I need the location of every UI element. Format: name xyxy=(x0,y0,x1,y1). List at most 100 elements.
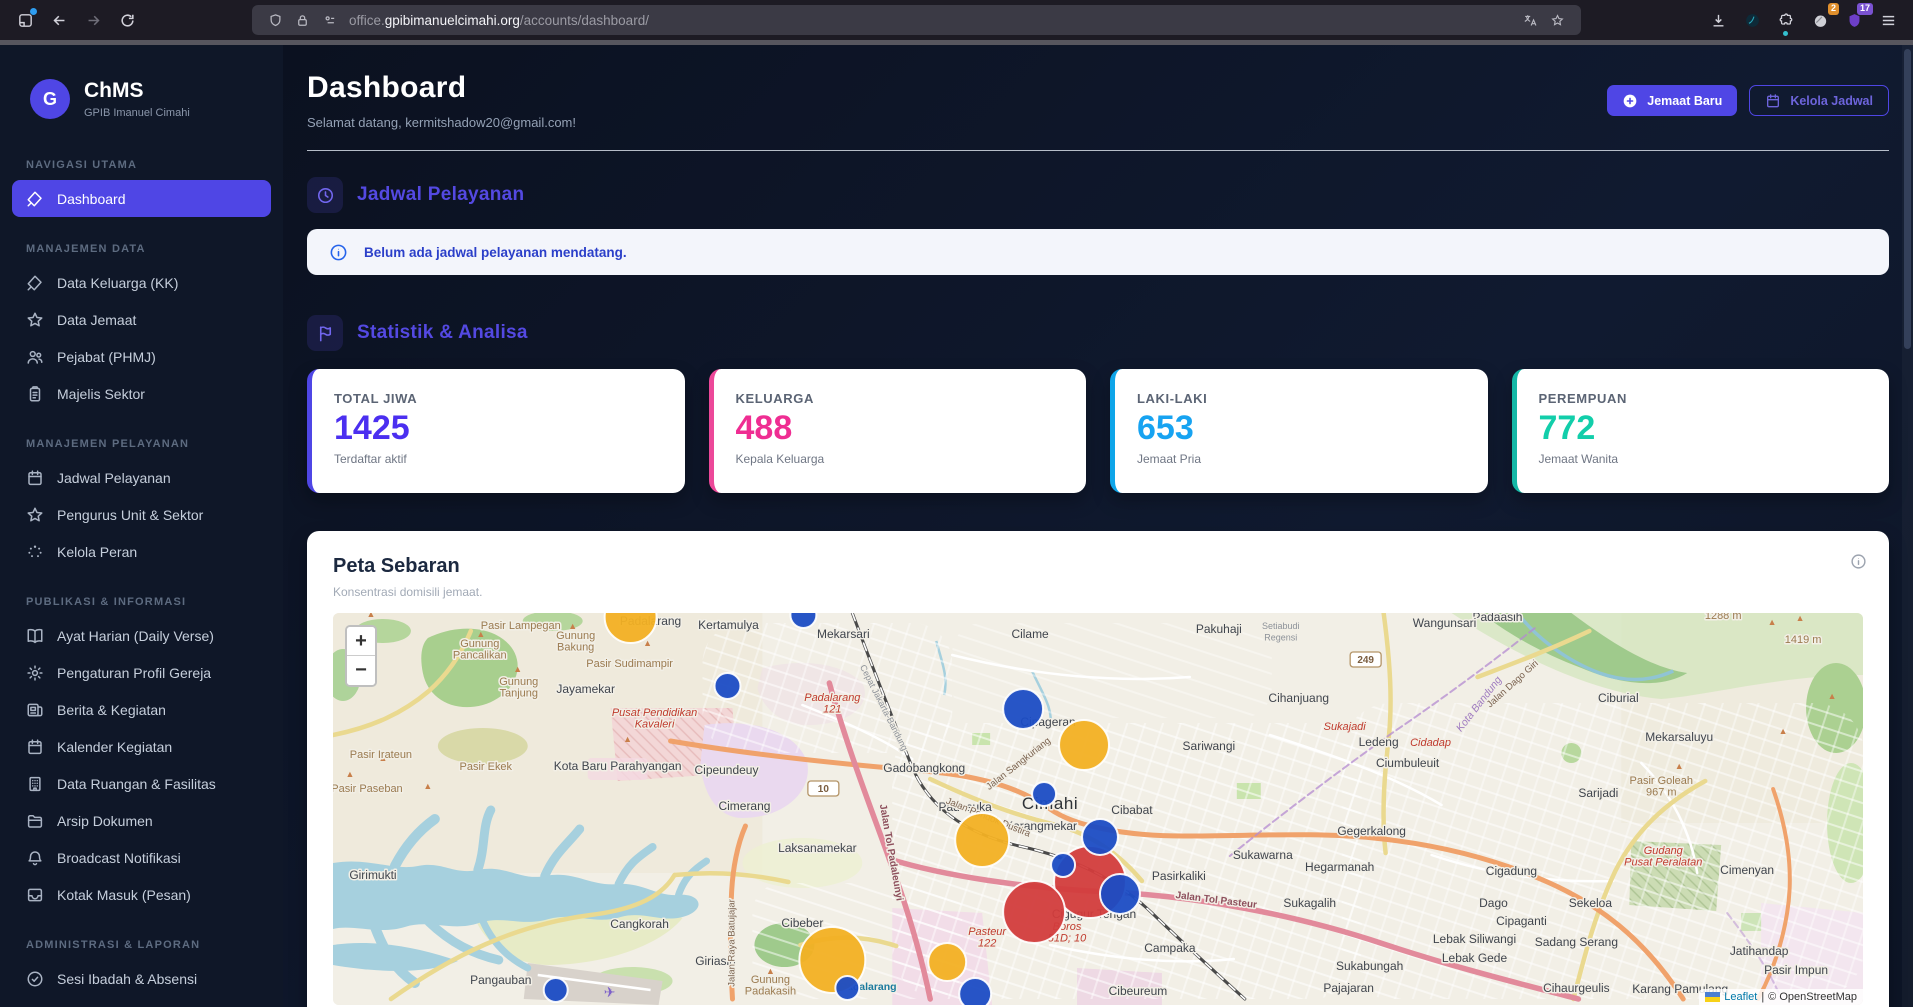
map-label: Cimerang xyxy=(719,799,771,813)
bookmark-star-icon[interactable] xyxy=(1550,13,1565,28)
map-label: GunungBakung xyxy=(556,630,595,654)
map-label: Pasir Ekek xyxy=(460,761,513,773)
cluster-marker-yellow[interactable] xyxy=(928,943,966,981)
sidebar-item-ayat-harian-daily-verse[interactable]: Ayat Harian (Daily Verse) xyxy=(12,617,271,654)
peak-icon: ▲ xyxy=(423,781,432,791)
map-label: Pasir Lampegan xyxy=(481,620,561,632)
map-label: SetiabudiRegensi xyxy=(1262,621,1299,643)
users-icon xyxy=(26,348,44,366)
logo-avatar: G xyxy=(30,79,70,119)
sidebar-logo[interactable]: G ChMS GPIB Imanuel Cimahi xyxy=(0,45,283,119)
window-scrollbar[interactable] xyxy=(1902,45,1913,1007)
sidebar-item-dashboard[interactable]: Dashboard xyxy=(12,180,271,217)
cluster-marker-blue[interactable] xyxy=(959,978,991,1005)
sidebar-item-majelis-sektor[interactable]: Majelis Sektor xyxy=(12,375,271,412)
cluster-marker-red[interactable] xyxy=(1003,881,1065,943)
map-label: Sarijadi xyxy=(1578,786,1618,800)
profile-badge: 17 xyxy=(1857,3,1873,15)
map-label: Pasir Impun xyxy=(1764,963,1828,977)
sidebar-item-pengurus-unit-sektor[interactable]: Pengurus Unit & Sektor xyxy=(12,496,271,533)
sidebar-item-kelola-peran[interactable]: Kelola Peran xyxy=(12,533,271,570)
reload-icon xyxy=(119,12,136,29)
translate-icon[interactable] xyxy=(1523,13,1538,28)
cluster-marker-blue[interactable] xyxy=(715,673,741,699)
cluster-marker-yellow[interactable] xyxy=(955,813,1009,867)
alert-text: Belum ada jadwal pelayanan mendatang. xyxy=(364,245,627,260)
sidebar-item-kotak-masuk-pesan[interactable]: Kotak Masuk (Pesan) xyxy=(12,876,271,913)
map-label: Kertamulya xyxy=(698,618,759,632)
welcome-text: Selamat datang, kermitshadow20@gmail.com… xyxy=(307,115,576,130)
cluster-marker-blue[interactable] xyxy=(544,978,568,1002)
sidebar-item-broadcast-notifikasi[interactable]: Broadcast Notifikasi xyxy=(12,839,271,876)
peak-icon: ▲ xyxy=(1675,761,1684,771)
kite-icon xyxy=(26,190,44,208)
map-zoom-control: + − xyxy=(345,625,377,687)
map-label: Ciburial xyxy=(1598,691,1639,705)
sidebar-item-kalender-kegiatan[interactable]: Kalender Kegiatan xyxy=(12,728,271,765)
sidebar-item-jadwal-pelayanan[interactable]: Jadwal Pelayanan xyxy=(12,459,271,496)
map-canvas[interactable]: 24910 ▲▲▲▲▲▲▲▲▲▲▲▲▲▲▲ PadalarangKertamul… xyxy=(333,613,1863,1005)
kelola-jadwal-button[interactable]: Kelola Jadwal xyxy=(1749,85,1889,116)
sidebar-item-data-jemaat[interactable]: Data Jemaat xyxy=(12,301,271,338)
scrollbar-thumb[interactable] xyxy=(1904,49,1911,349)
map-label: Cigadung xyxy=(1486,864,1537,878)
downloads-button[interactable] xyxy=(1703,5,1733,35)
sidebar-item-data-keluarga-kk[interactable]: Data Keluarga (KK) xyxy=(12,264,271,301)
dots-icon xyxy=(26,543,44,561)
cluster-marker-blue[interactable] xyxy=(1100,874,1140,914)
map-label: Pasirkaliki xyxy=(1152,869,1206,883)
map-label: Gadobangkong xyxy=(883,761,965,775)
cluster-marker-blue[interactable] xyxy=(1032,782,1056,806)
cluster-marker-yellow[interactable] xyxy=(1059,720,1109,770)
header-divider xyxy=(307,150,1889,151)
menu-button[interactable] xyxy=(1873,5,1903,35)
bell-icon xyxy=(26,849,44,867)
sidebar-item-berita-kegiatan[interactable]: Berita & Kegiatan xyxy=(12,691,271,728)
leaflet-map[interactable]: + − Leaflet | © OpenStreetMap xyxy=(333,613,1863,1005)
back-button[interactable] xyxy=(44,5,74,35)
sidebar-item-label: Arsip Dokumen xyxy=(57,813,153,829)
map-label: Kota Baru Parahyangan xyxy=(554,759,682,773)
profile-shield-button[interactable]: 17 xyxy=(1839,5,1869,35)
news-icon xyxy=(26,701,44,719)
map-label: Cilame xyxy=(1011,627,1049,641)
calendar-icon xyxy=(26,738,44,756)
extension-globe-button[interactable] xyxy=(1737,5,1767,35)
map-label: GunungTanjung xyxy=(499,676,538,700)
jemaat-baru-button[interactable]: Jemaat Baru xyxy=(1607,85,1737,116)
map-label: Sariwangi xyxy=(1183,739,1236,753)
browser-toolbar: office.gpibimanuelcimahi.org/accounts/da… xyxy=(0,0,1913,40)
extension-alert-dot xyxy=(1783,31,1788,36)
sidebar-item-sesi-ibadah-absensi[interactable]: Sesi Ibadah & Absensi xyxy=(12,960,271,997)
forward-button[interactable] xyxy=(78,5,108,35)
map-attribution: Leaflet | © OpenStreetMap xyxy=(1699,989,1863,1005)
url-bar[interactable]: office.gpibimanuelcimahi.org/accounts/da… xyxy=(252,5,1581,35)
peak-icon: ▲ xyxy=(1796,613,1805,623)
zoom-out-button[interactable]: − xyxy=(347,656,375,685)
stat-label: PEREMPUAN xyxy=(1539,391,1868,406)
addon-button[interactable]: 2 xyxy=(1805,5,1835,35)
peak-icon: ▲ xyxy=(623,734,632,744)
sidebar-section-label: PUBLIKASI & INFORMASI xyxy=(0,570,283,617)
cluster-marker-blue[interactable] xyxy=(1051,853,1075,877)
sidebar-item-pejabat-phmj[interactable]: Pejabat (PHMJ) xyxy=(12,338,271,375)
browser-app-icon[interactable] xyxy=(10,5,40,35)
cluster-marker-blue[interactable] xyxy=(1003,689,1043,729)
sidebar-item-data-ruangan-fasilitas[interactable]: Data Ruangan & Fasilitas xyxy=(12,765,271,802)
sidebar-item-pengaturan-profil-gereja[interactable]: Pengaturan Profil Gereja xyxy=(12,654,271,691)
map-label: Cipeundeuy xyxy=(695,763,759,777)
leaflet-link[interactable]: Leaflet xyxy=(1724,991,1757,1003)
reload-button[interactable] xyxy=(112,5,142,35)
zoom-in-button[interactable]: + xyxy=(347,627,375,656)
calendar-icon xyxy=(26,469,44,487)
cluster-marker-blue[interactable] xyxy=(1082,819,1118,855)
flag-icon xyxy=(316,324,335,343)
map-label: Cimenyan xyxy=(1720,863,1774,877)
map-label: Cibeber xyxy=(781,916,823,930)
map-info-button[interactable] xyxy=(1850,553,1867,570)
osm-link[interactable]: © OpenStreetMap xyxy=(1768,991,1857,1003)
cluster-marker-blue[interactable] xyxy=(835,976,859,1000)
extensions-button[interactable] xyxy=(1771,5,1801,35)
sidebar-item-arsip-dokumen[interactable]: Arsip Dokumen xyxy=(12,802,271,839)
calendar-icon xyxy=(1765,93,1781,109)
